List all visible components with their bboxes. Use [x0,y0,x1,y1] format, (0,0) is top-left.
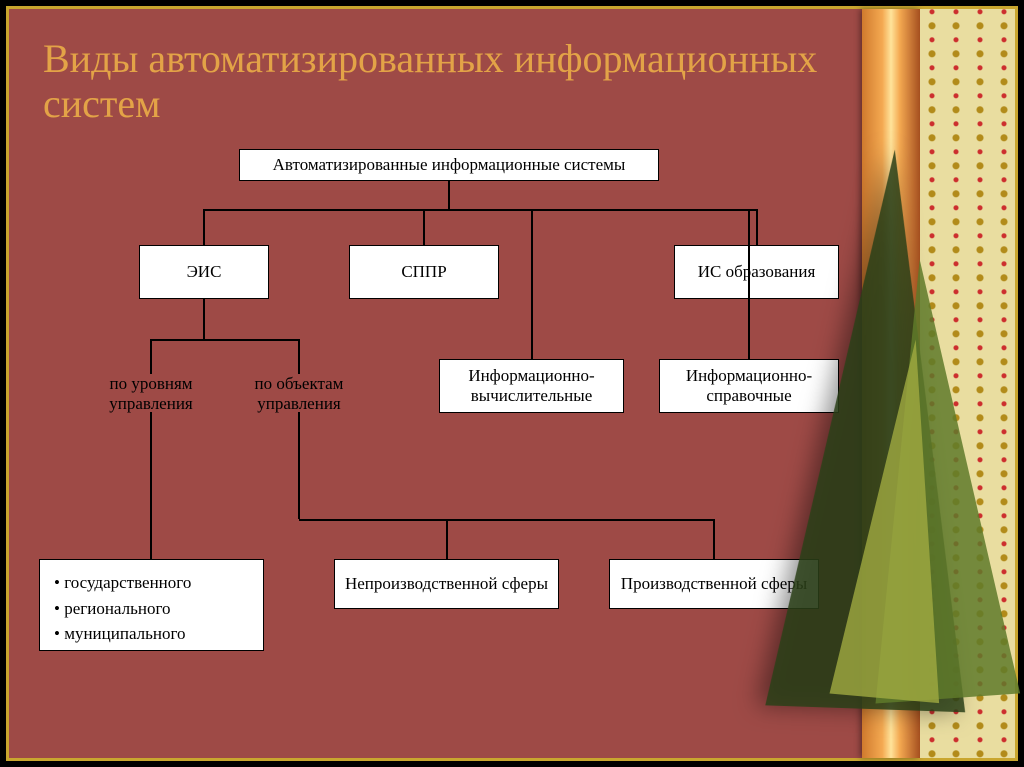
connector [756,209,758,245]
connector [713,519,715,559]
node-gov: государственногорегиональногомуниципальн… [39,559,264,651]
connector [446,519,448,559]
connector [150,412,152,559]
connector [204,209,757,211]
decorative-sidebar [862,9,1015,758]
connector [748,209,750,359]
slide-area: Виды автоматизированных информационных с… [9,9,864,758]
connector [299,519,714,521]
connector [203,209,205,245]
node-root: Автоматизированные информационные систем… [239,149,659,181]
node-ivs: Информационно-вычислительные [439,359,624,413]
connector [298,339,300,374]
diagram-canvas: Автоматизированные информационные систем… [39,149,849,739]
connector [298,412,300,519]
node-eis: ЭИС [139,245,269,299]
node-sppr: СППР [349,245,499,299]
connector [423,209,425,245]
connector [448,181,450,209]
page-title: Виды автоматизированных информационных с… [43,37,864,127]
connector [531,209,533,359]
connector [203,299,205,339]
slide-frame: Виды автоматизированных информационных с… [6,6,1018,761]
node-levels: по уровням управления [91,374,211,414]
node-objs: по объектам управления [239,374,359,414]
connector [151,339,299,341]
node-nonprod: Непроизводственной сферы [334,559,559,609]
connector [150,339,152,374]
